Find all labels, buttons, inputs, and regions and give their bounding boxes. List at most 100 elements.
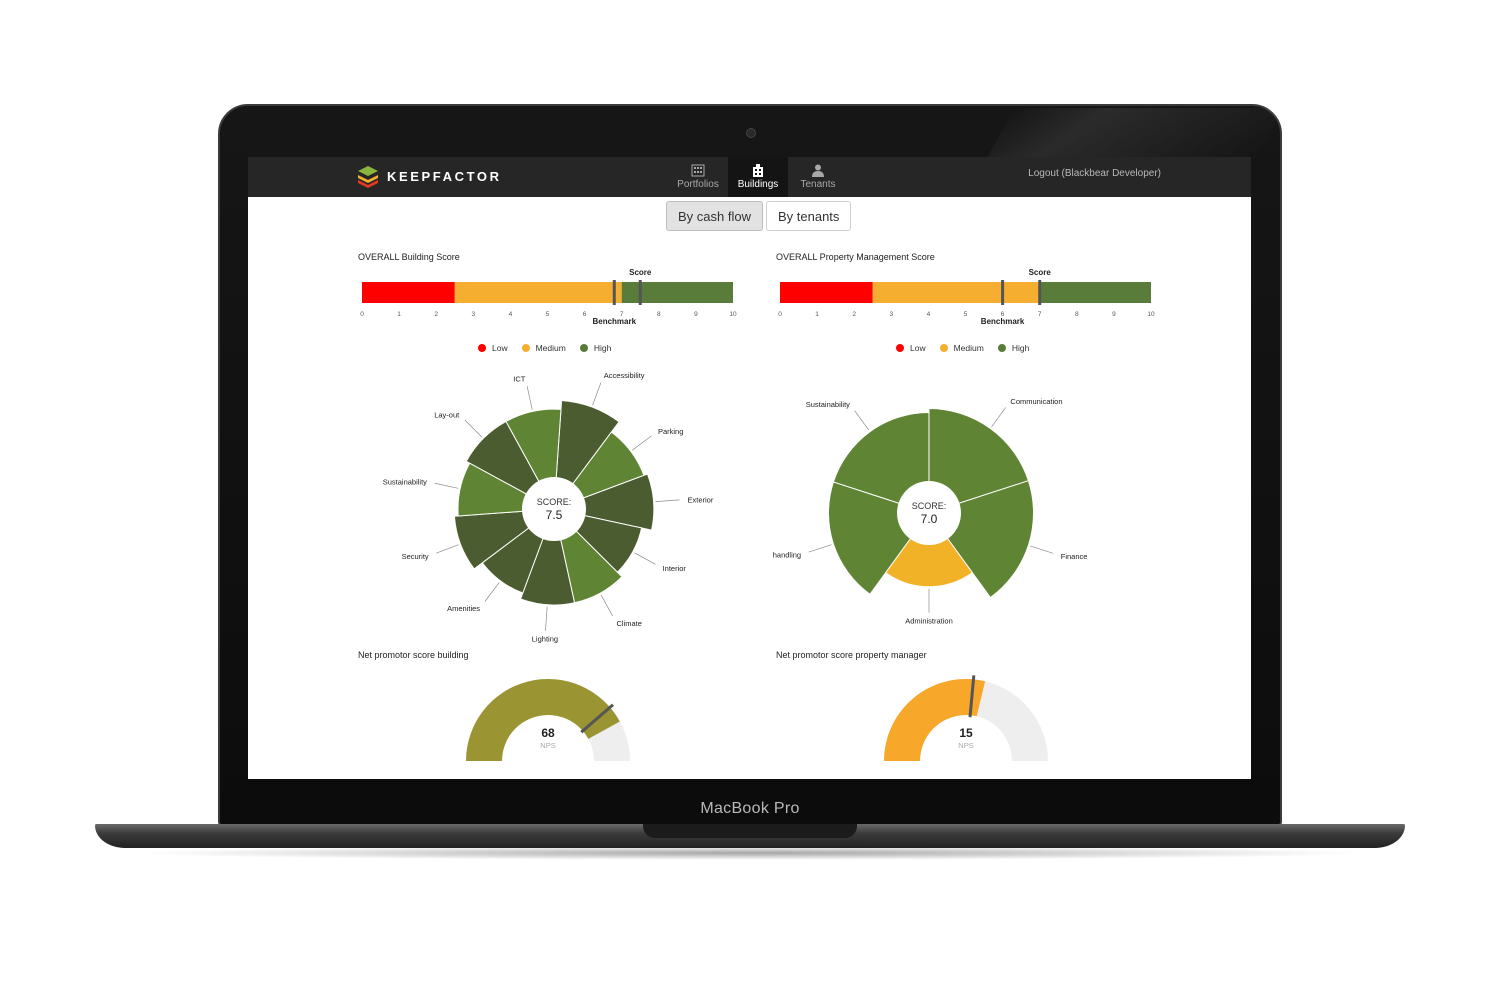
bar-tick-label: 0 bbox=[778, 311, 782, 318]
property-score-bar: 0 1 2 3 4 5 6 7 8 9 10 Score Benchmark bbox=[778, 268, 1155, 326]
slice-leader-line bbox=[632, 435, 652, 451]
score-marker-label: Score bbox=[629, 268, 652, 277]
bar-tick-label: 10 bbox=[729, 311, 737, 318]
slice-leader-line bbox=[991, 407, 1007, 428]
bar-tick-label: 8 bbox=[657, 311, 661, 318]
bar-tick-label: 4 bbox=[927, 311, 931, 318]
medium-dot-icon bbox=[939, 344, 948, 352]
slice-label: Lay-out bbox=[434, 410, 460, 419]
bar-tick-label: 6 bbox=[583, 311, 587, 318]
slice-leader-line bbox=[634, 552, 656, 565]
brand-logo[interactable]: KEEPFACTOR bbox=[355, 163, 502, 189]
laptop-shadow bbox=[130, 846, 1370, 860]
by-tenants-button[interactable]: By tenants bbox=[765, 201, 852, 231]
center-label: SCORE: bbox=[912, 501, 947, 511]
legend-medium-label: Medium bbox=[535, 343, 566, 353]
slice-leader-line bbox=[1030, 545, 1054, 554]
by-cash-flow-button[interactable]: By cash flow bbox=[666, 201, 763, 231]
gauge-label: NPS bbox=[958, 741, 973, 750]
legend-low-label: Low bbox=[492, 343, 508, 353]
building-icon bbox=[691, 164, 705, 177]
bar-tick-label: 1 bbox=[397, 311, 401, 318]
benchmark-marker-label: Benchmark bbox=[592, 317, 636, 326]
slice-label: Security bbox=[402, 552, 429, 561]
gauge-needle bbox=[580, 703, 614, 734]
slice-label: Administration bbox=[905, 617, 953, 626]
laptop-notch bbox=[643, 824, 857, 838]
center-value: 7.0 bbox=[921, 512, 938, 526]
legend-low-label: Low bbox=[910, 343, 926, 353]
slice-label: Finance bbox=[1061, 552, 1088, 561]
slice-label: Climate bbox=[616, 619, 641, 628]
property-polar-chart: Communication Finance Administration Compla… bbox=[772, 397, 1088, 626]
slice-label: Parking bbox=[658, 427, 683, 436]
medium-dot-icon bbox=[521, 344, 530, 352]
person-icon bbox=[812, 164, 824, 177]
polar-slice bbox=[552, 473, 655, 531]
slice-label: Sustainability bbox=[383, 478, 427, 487]
slice-leader-line bbox=[655, 499, 680, 502]
legend-high: High bbox=[579, 343, 611, 353]
score-center-circle bbox=[897, 481, 961, 545]
nps-building-title: Net promotor score building bbox=[358, 650, 469, 660]
slice-label: ICT bbox=[513, 374, 526, 383]
slice-leader-line bbox=[592, 382, 602, 406]
building-score-title: OVERALL Building Score bbox=[358, 252, 460, 262]
legend-low: Low bbox=[896, 343, 926, 353]
bar-tick-label: 8 bbox=[1075, 311, 1079, 318]
keepfactor-logo-icon bbox=[358, 166, 378, 188]
slice-label: Communication bbox=[1010, 397, 1062, 406]
slice-leader-line bbox=[808, 544, 832, 553]
nav-portfolios[interactable]: Portfolios bbox=[668, 157, 728, 197]
bar-tick-label: 9 bbox=[1112, 311, 1116, 318]
buildings-icon bbox=[753, 164, 763, 177]
bar-tick-label: 7 bbox=[620, 311, 624, 318]
slice-label: Complaint handling bbox=[772, 551, 801, 560]
benchmark-marker-label: Benchmark bbox=[981, 317, 1025, 326]
bar-band-medium bbox=[454, 282, 622, 303]
gauge-fill bbox=[466, 679, 620, 761]
bar-tick-label: 5 bbox=[546, 311, 550, 318]
slice-label: Sustainability bbox=[806, 400, 850, 409]
gauge-fill bbox=[884, 679, 986, 761]
logout-link[interactable]: Logout (Blackbear Developer) bbox=[1028, 168, 1161, 179]
bar-tick-label: 5 bbox=[964, 311, 968, 318]
nav-portfolios-label: Portfolios bbox=[677, 179, 719, 190]
legend-medium-label: Medium bbox=[953, 343, 984, 353]
slice-leader-line bbox=[434, 482, 459, 489]
bar-tick-label: 2 bbox=[434, 311, 438, 318]
bar-band-low bbox=[362, 282, 455, 303]
polar-slice bbox=[928, 407, 1030, 514]
nav-buildings-label: Buildings bbox=[737, 179, 779, 190]
center-value: 7.5 bbox=[546, 508, 563, 522]
nps-property-title: Net promotor score property manager bbox=[776, 650, 927, 660]
nav-tenants[interactable]: Tenants bbox=[788, 157, 848, 197]
bar-tick-label: 0 bbox=[360, 311, 364, 318]
bar-tick-label: 9 bbox=[694, 311, 698, 318]
bar-tick-label: 3 bbox=[889, 311, 893, 318]
low-dot-icon bbox=[478, 344, 486, 352]
slice-leader-line bbox=[854, 410, 870, 431]
slice-label: Interior bbox=[663, 564, 687, 573]
score-center-circle bbox=[522, 477, 586, 541]
score-marker-label: Score bbox=[1029, 268, 1052, 277]
slice-leader-line bbox=[436, 544, 459, 554]
nav-tenants-label: Tenants bbox=[800, 179, 836, 190]
high-dot-icon bbox=[997, 344, 1006, 352]
bar-band-medium bbox=[872, 282, 1040, 303]
slice-label: Lighting bbox=[532, 635, 558, 644]
bar-band-low bbox=[780, 282, 873, 303]
building-score-bar: 0 1 2 3 4 5 6 7 8 9 10 Score Benchmark bbox=[360, 268, 737, 326]
bar-tick-label: 3 bbox=[471, 311, 475, 318]
polar-slice bbox=[519, 507, 576, 606]
slice-label: Exterior bbox=[687, 495, 713, 504]
gauge-label: NPS bbox=[540, 741, 555, 750]
gauge-value: 68 bbox=[541, 726, 555, 740]
main-nav: Portfolios Buildings Tenants bbox=[668, 157, 848, 197]
nav-buildings[interactable]: Buildings bbox=[728, 157, 788, 197]
bar-tick-label: 7 bbox=[1038, 311, 1042, 318]
gauge-value: 15 bbox=[959, 726, 973, 740]
property-score-title: OVERALL Property Management Score bbox=[776, 252, 935, 262]
gauge-needle bbox=[968, 675, 976, 718]
